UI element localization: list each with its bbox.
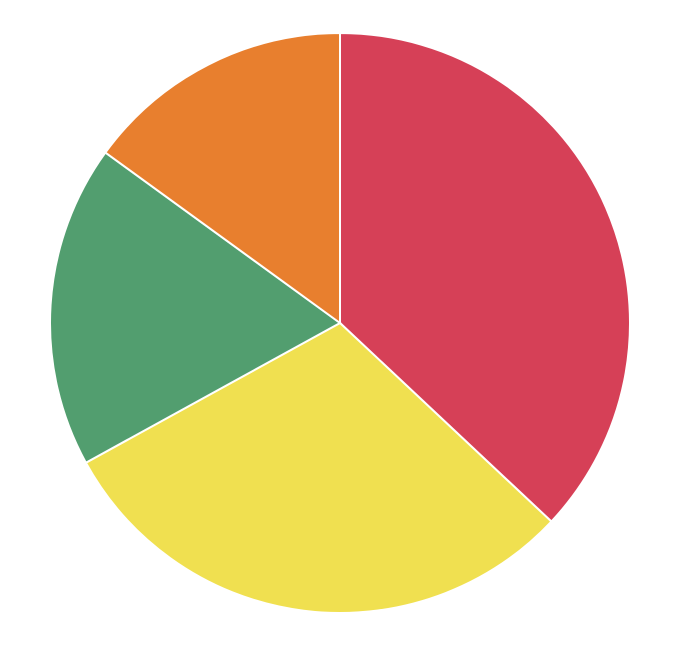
pie-chart xyxy=(0,0,680,646)
pie-chart-container xyxy=(0,0,680,646)
